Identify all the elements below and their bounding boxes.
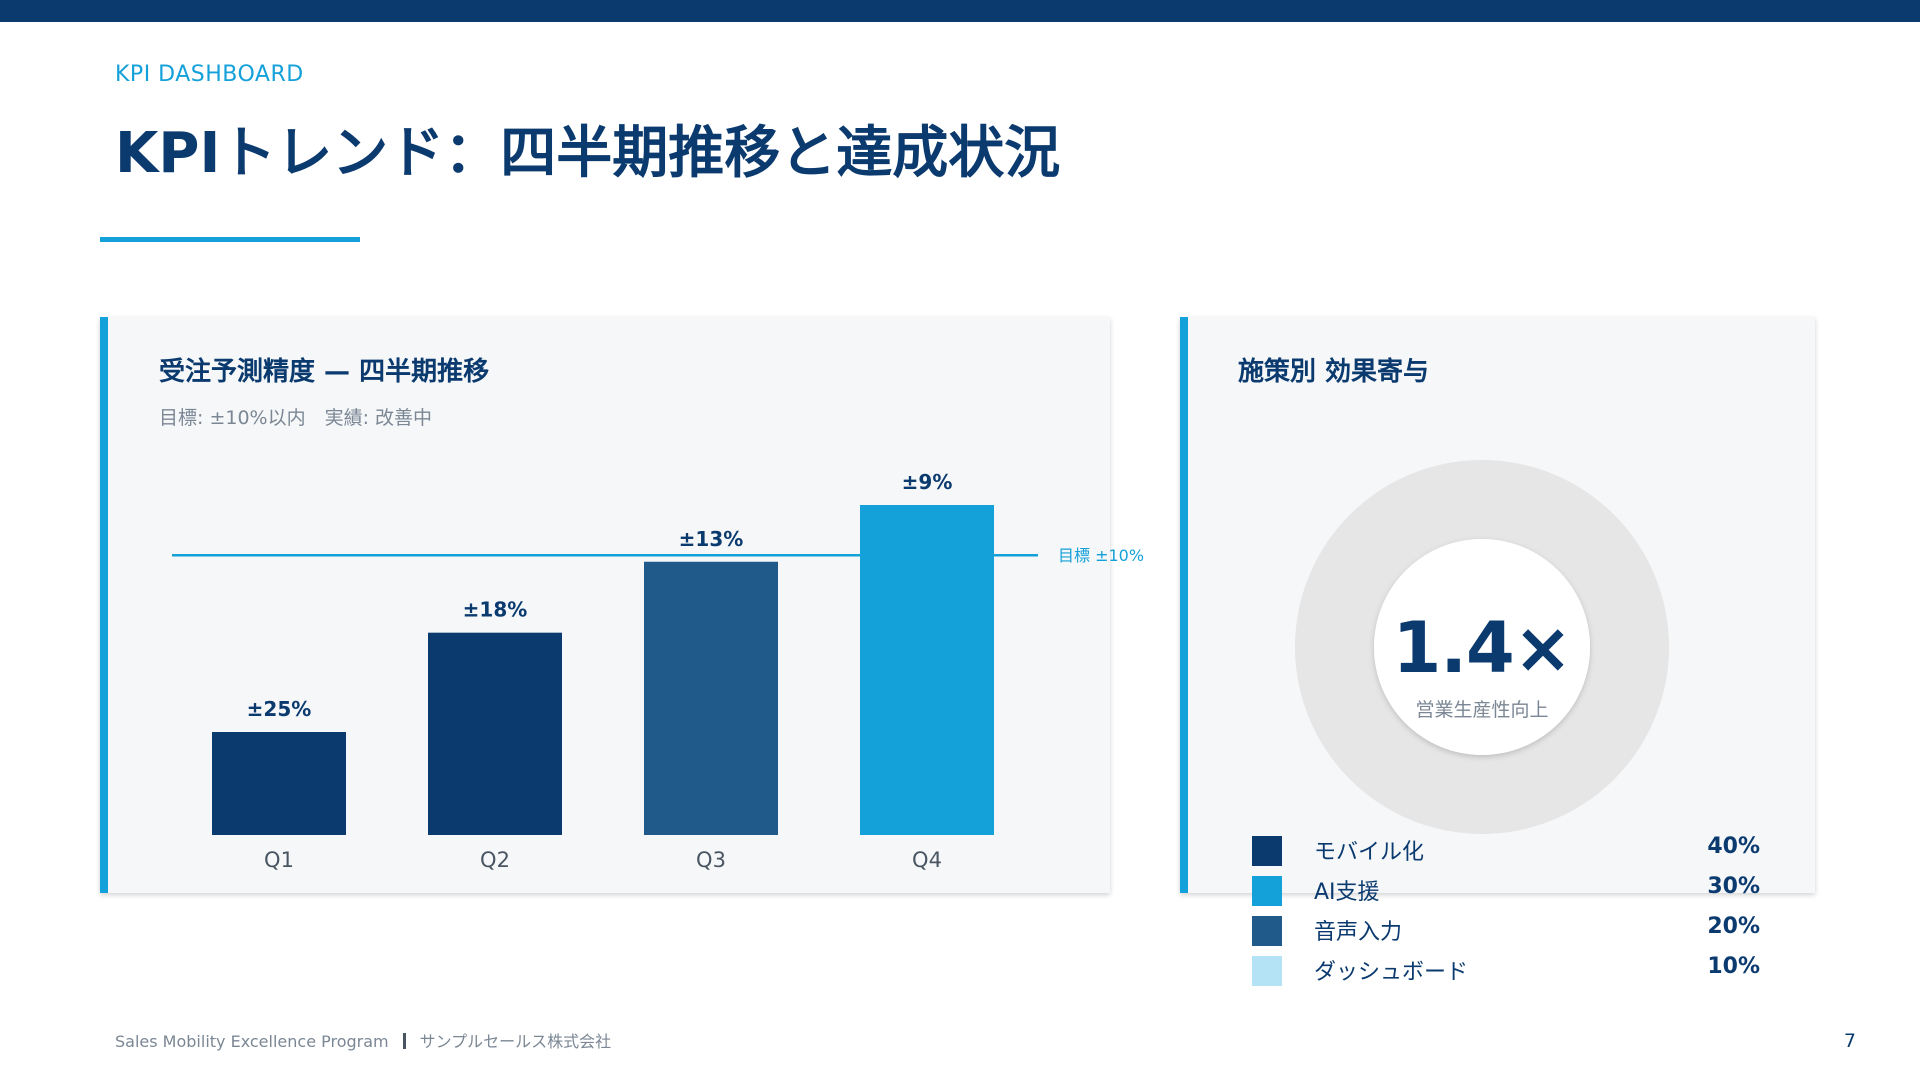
contribution-card: 施策別 効果寄与 bbox=[1180, 317, 1815, 893]
top-accent-bar bbox=[0, 0, 1920, 22]
donut-center bbox=[1374, 539, 1590, 755]
legend-value: 30% bbox=[1707, 874, 1760, 899]
eyebrow-label: KPI DASHBOARD bbox=[115, 62, 304, 87]
card-accent-bar bbox=[1180, 317, 1188, 893]
bar-q2 bbox=[428, 632, 562, 835]
bar-q1 bbox=[212, 732, 346, 835]
forecast-accuracy-card: 受注予測精度 — 四半期推移 目標: ±10%以内 実績: 改善中 目標 ±10… bbox=[100, 317, 1144, 893]
card-accent-bar bbox=[100, 317, 108, 893]
legend-label: AI支援 bbox=[1314, 880, 1380, 905]
bars-group: ±25% Q1 ±18% Q2 ±13% Q3 ±9% Q4 bbox=[212, 470, 994, 872]
legend-value: 40% bbox=[1707, 834, 1760, 859]
category-label: Q3 bbox=[696, 848, 726, 872]
legend-item: AI支援 30% bbox=[1252, 872, 1760, 912]
card-title: 受注予測精度 — 四半期推移 bbox=[159, 357, 490, 387]
category-label: Q2 bbox=[480, 848, 510, 872]
footer-company: サンプルセールス株式会社 bbox=[419, 1032, 612, 1051]
donut-slice bbox=[1482, 460, 1669, 799]
donut-slice bbox=[1372, 460, 1482, 560]
footer-separator bbox=[402, 1033, 406, 1049]
legend-item: モバイル化 40% bbox=[1252, 832, 1760, 872]
kpi-label: 営業生産性向上 bbox=[1415, 699, 1549, 721]
donut-slice bbox=[1304, 680, 1592, 834]
bar-value-label: ±25% bbox=[247, 697, 312, 721]
donut-legend: モバイル化 40% AI支援 30% 音声入力 20% ダッシュボード 10% bbox=[1252, 832, 1760, 992]
legend-item: 音声入力 20% bbox=[1252, 912, 1760, 952]
donut-chart bbox=[1295, 460, 1669, 834]
footer-program: Sales Mobility Excellence Program bbox=[115, 1032, 389, 1051]
donut-slice bbox=[1295, 495, 1419, 705]
bar-value-label: ±18% bbox=[463, 598, 528, 622]
donut-ring bbox=[1295, 460, 1669, 834]
legend-label: 音声入力 bbox=[1314, 920, 1403, 945]
legend-swatch bbox=[1252, 876, 1282, 906]
category-label: Q1 bbox=[264, 848, 294, 872]
category-label: Q4 bbox=[912, 848, 942, 872]
legend-item: ダッシュボード 10% bbox=[1252, 952, 1760, 992]
legend-swatch bbox=[1252, 836, 1282, 866]
legend-swatch bbox=[1252, 916, 1282, 946]
page-title: KPIトレンド：四半期推移と達成状況 bbox=[115, 121, 1061, 186]
bar-q4 bbox=[860, 505, 994, 835]
card-subtitle: 目標: ±10%以内 実績: 改善中 bbox=[159, 407, 433, 429]
legend-label: モバイル化 bbox=[1314, 840, 1425, 865]
legend-swatch bbox=[1252, 956, 1282, 986]
bar-value-label: ±9% bbox=[902, 470, 953, 494]
page-number: 7 bbox=[1843, 1030, 1856, 1052]
bar-q3 bbox=[644, 561, 778, 835]
title-underline bbox=[100, 237, 360, 242]
legend-value: 20% bbox=[1707, 914, 1760, 939]
target-label: 目標 ±10% bbox=[1058, 546, 1144, 565]
legend-label: ダッシュボード bbox=[1314, 960, 1469, 985]
kpi-value: 1.4× bbox=[1392, 607, 1573, 689]
bar-value-label: ±13% bbox=[679, 527, 744, 551]
bar-chart: 目標 ±10% ±25% Q1 ±18% Q2 ±13% Q3 ±9% Q4 bbox=[172, 470, 1144, 872]
legend-value: 10% bbox=[1707, 954, 1760, 979]
footer: Sales Mobility Excellence Program サンプルセール… bbox=[115, 1028, 611, 1052]
card-title: 施策別 効果寄与 bbox=[1238, 357, 1430, 387]
